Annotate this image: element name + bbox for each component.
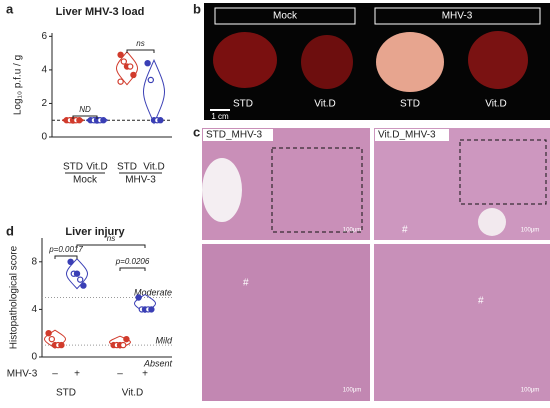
data-point xyxy=(123,335,130,343)
data-point xyxy=(144,59,151,67)
data-point xyxy=(100,117,107,124)
x-axis-label: MHV-3 xyxy=(7,369,38,380)
photo-label: STD xyxy=(233,99,253,110)
panel-letter: c xyxy=(193,124,200,139)
micrograph xyxy=(374,244,550,401)
y-tick-label: 4 xyxy=(41,65,47,76)
scale-label: 100μm xyxy=(343,388,361,394)
y-tick-label: 4 xyxy=(31,304,37,315)
annotation: ND xyxy=(79,105,91,114)
data-point xyxy=(147,76,154,84)
y-axis-label: Log₁₀ p.f.u / g xyxy=(13,55,24,115)
bracket xyxy=(76,244,146,248)
micrograph-label: Vit.D_MHV-3 xyxy=(378,130,436,141)
annotation: p=0.0017 xyxy=(48,245,83,254)
data-point xyxy=(148,306,155,313)
data-point xyxy=(157,117,164,124)
data-point xyxy=(117,51,124,59)
scale-label: 1 cm xyxy=(211,112,229,121)
violin xyxy=(66,258,88,290)
bracket xyxy=(54,255,78,259)
header: MHV-3 xyxy=(442,11,473,22)
y-tick-label: 2 xyxy=(41,98,47,109)
vessel xyxy=(478,208,506,236)
data-point xyxy=(120,58,128,65)
bracket xyxy=(119,267,146,271)
chart-title: Liver injury xyxy=(65,226,125,238)
group-label: MHV-3 xyxy=(125,175,156,186)
label-box xyxy=(375,129,449,141)
y-tick-label: 8 xyxy=(31,256,37,267)
zoom-box xyxy=(459,139,547,205)
scale-label: 100μm xyxy=(521,228,539,234)
data-point xyxy=(119,341,127,349)
annotation: ns xyxy=(107,234,115,243)
scale-label: 100μm xyxy=(343,228,361,234)
liver xyxy=(301,35,353,89)
x-tick-label: STD xyxy=(63,162,83,173)
data-point xyxy=(67,258,74,265)
data-point xyxy=(130,71,137,79)
data-point xyxy=(117,78,124,85)
lesion-mark: # xyxy=(402,225,408,236)
y-tick-label: 6 xyxy=(41,31,47,42)
data-point xyxy=(76,117,83,124)
photo-label: STD xyxy=(400,99,420,110)
bracket xyxy=(126,49,155,53)
liver xyxy=(468,31,528,89)
liver xyxy=(213,32,277,88)
micrograph xyxy=(374,128,550,240)
y-tick-label: 0 xyxy=(41,132,47,143)
lesion-mark: # xyxy=(243,278,249,289)
level-label: Moderate xyxy=(134,287,172,297)
level-label: Absent xyxy=(143,358,173,368)
zoom-box xyxy=(271,147,363,233)
micrograph xyxy=(202,244,370,401)
photo-label: Vit.D xyxy=(485,99,507,110)
annotation: ns xyxy=(136,39,144,48)
y-tick-label: 0 xyxy=(31,352,37,363)
group-label: Mock xyxy=(73,175,98,186)
data-point xyxy=(135,294,142,301)
group-label: STD xyxy=(56,388,76,399)
x-tick-label: + xyxy=(142,369,148,380)
panel-letter: b xyxy=(193,1,201,16)
bracket xyxy=(72,115,98,119)
x-tick-label: – xyxy=(52,369,58,380)
data-point xyxy=(76,276,84,283)
label-box xyxy=(203,129,273,141)
annotation: p=0.0206 xyxy=(115,257,150,266)
scale-label: 100μm xyxy=(521,388,539,394)
panel-letter: a xyxy=(6,1,14,16)
lesion-mark: # xyxy=(478,296,484,307)
micrograph-label: STD_MHV-3 xyxy=(206,130,263,141)
data-point xyxy=(48,335,56,343)
data-point xyxy=(80,282,87,289)
header-box xyxy=(374,7,541,25)
data-point xyxy=(45,330,52,337)
x-tick-label: STD xyxy=(117,162,137,173)
level-label: Mild xyxy=(155,335,172,345)
vessel xyxy=(202,158,242,222)
x-tick-label: Vit.D xyxy=(143,162,165,173)
data-point xyxy=(73,270,81,277)
y-axis-label: Histopathological score xyxy=(9,245,20,349)
header-box xyxy=(214,7,356,25)
x-tick-label: Vit.D xyxy=(86,162,108,173)
chart-title: Liver MHV-3 load xyxy=(56,6,145,18)
data-point xyxy=(58,341,65,349)
group-label: Vit.D xyxy=(122,388,144,399)
header: Mock xyxy=(273,11,298,22)
x-tick-label: – xyxy=(117,369,123,380)
violin xyxy=(143,58,165,125)
panel-letter: d xyxy=(6,223,14,238)
photo-label: Vit.D xyxy=(314,99,336,110)
liver xyxy=(376,32,444,92)
violin xyxy=(116,51,138,86)
data-point xyxy=(126,63,134,70)
x-tick-label: + xyxy=(74,369,80,380)
